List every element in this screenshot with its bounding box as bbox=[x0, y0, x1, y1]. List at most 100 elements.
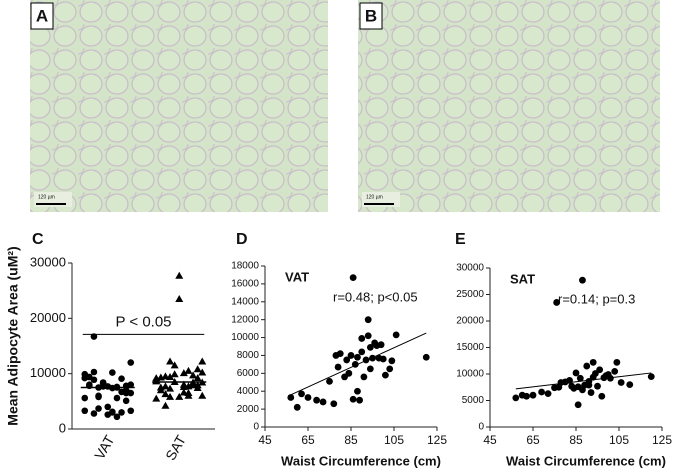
point bbox=[369, 354, 376, 362]
y-tick-label: 30000 bbox=[30, 254, 66, 269]
y-tick-label: 10000 bbox=[30, 365, 66, 380]
point bbox=[81, 374, 89, 382]
point bbox=[293, 403, 301, 411]
point bbox=[86, 382, 93, 390]
point bbox=[366, 365, 374, 373]
point bbox=[90, 368, 98, 376]
y-tick-label: 18000 bbox=[231, 261, 259, 272]
y-tick-label: 15000 bbox=[456, 342, 484, 353]
point bbox=[175, 271, 184, 279]
point bbox=[122, 382, 130, 390]
point bbox=[127, 389, 135, 397]
point bbox=[175, 392, 184, 400]
point bbox=[647, 373, 655, 381]
y-tick-label: 5000 bbox=[462, 395, 485, 406]
scale-text: 120 µm bbox=[38, 194, 55, 200]
y-tick-label: 14000 bbox=[231, 296, 259, 307]
x-tick-label: 105 bbox=[609, 433, 629, 447]
point bbox=[566, 376, 573, 384]
point bbox=[113, 413, 121, 421]
point bbox=[617, 379, 625, 386]
image bbox=[30, 0, 328, 212]
point bbox=[127, 407, 135, 415]
scale-text: 120 µm bbox=[366, 194, 383, 200]
point bbox=[392, 331, 400, 339]
point bbox=[388, 357, 396, 365]
point bbox=[366, 343, 374, 351]
point bbox=[95, 393, 102, 401]
y-tick-label: 0 bbox=[478, 422, 484, 433]
point bbox=[156, 386, 165, 394]
point bbox=[198, 378, 207, 386]
point bbox=[198, 391, 207, 399]
x-tick-label: 45 bbox=[258, 433, 272, 447]
point bbox=[326, 377, 333, 385]
point bbox=[553, 299, 561, 306]
point bbox=[587, 389, 595, 396]
point bbox=[179, 369, 188, 377]
point bbox=[422, 353, 430, 361]
point bbox=[354, 353, 361, 361]
x-tick-label: 85 bbox=[569, 433, 583, 447]
x-tick-label: 65 bbox=[526, 433, 540, 447]
point bbox=[583, 362, 591, 370]
point bbox=[336, 350, 344, 358]
y-tick-label: 2000 bbox=[237, 404, 260, 415]
x-tick-label: 45 bbox=[483, 433, 497, 447]
point bbox=[379, 355, 387, 363]
panel-label: B bbox=[365, 6, 377, 25]
point bbox=[386, 365, 394, 373]
point bbox=[349, 274, 357, 282]
y-tick-label: 20000 bbox=[30, 310, 66, 325]
y-tick-label: 0 bbox=[59, 420, 66, 435]
point bbox=[313, 396, 320, 404]
annotation: r=0.48; p<0.05 bbox=[333, 289, 418, 304]
label-box bbox=[359, 2, 383, 30]
point bbox=[198, 368, 207, 376]
point bbox=[189, 371, 198, 379]
point bbox=[343, 356, 351, 364]
point bbox=[90, 333, 98, 340]
point bbox=[122, 397, 130, 405]
point bbox=[319, 398, 327, 406]
point bbox=[572, 369, 580, 377]
point bbox=[529, 391, 537, 399]
point bbox=[351, 360, 359, 368]
x-tick-label: VAT bbox=[91, 432, 118, 462]
y-tick-label: 8000 bbox=[237, 350, 260, 361]
point bbox=[377, 341, 385, 349]
point bbox=[127, 359, 135, 366]
point bbox=[364, 332, 372, 340]
point bbox=[109, 369, 116, 376]
point bbox=[298, 390, 305, 398]
point bbox=[613, 358, 621, 366]
point bbox=[109, 408, 116, 416]
point bbox=[576, 374, 584, 382]
point bbox=[349, 395, 357, 403]
y-axis-label: Mean Adipocyte Area (uM²) bbox=[5, 246, 21, 425]
panel-label: E bbox=[455, 231, 466, 248]
point bbox=[81, 407, 89, 415]
point bbox=[161, 382, 170, 390]
annotation: r=0.14; p=0.3 bbox=[558, 291, 635, 306]
point bbox=[193, 365, 202, 373]
point bbox=[364, 316, 372, 324]
chart-title: SAT bbox=[510, 271, 535, 286]
y-tick-label: 25000 bbox=[456, 289, 484, 300]
point bbox=[175, 294, 184, 302]
point bbox=[109, 384, 116, 392]
point bbox=[512, 394, 520, 402]
point bbox=[166, 384, 175, 392]
point bbox=[574, 401, 582, 409]
point bbox=[334, 363, 342, 371]
point bbox=[99, 383, 107, 390]
point bbox=[594, 382, 601, 390]
panel-label: A bbox=[36, 6, 48, 25]
point bbox=[585, 381, 593, 389]
panel-label: C bbox=[32, 231, 44, 248]
point bbox=[161, 401, 170, 409]
point bbox=[330, 400, 338, 408]
point bbox=[152, 394, 161, 402]
point bbox=[90, 410, 98, 417]
